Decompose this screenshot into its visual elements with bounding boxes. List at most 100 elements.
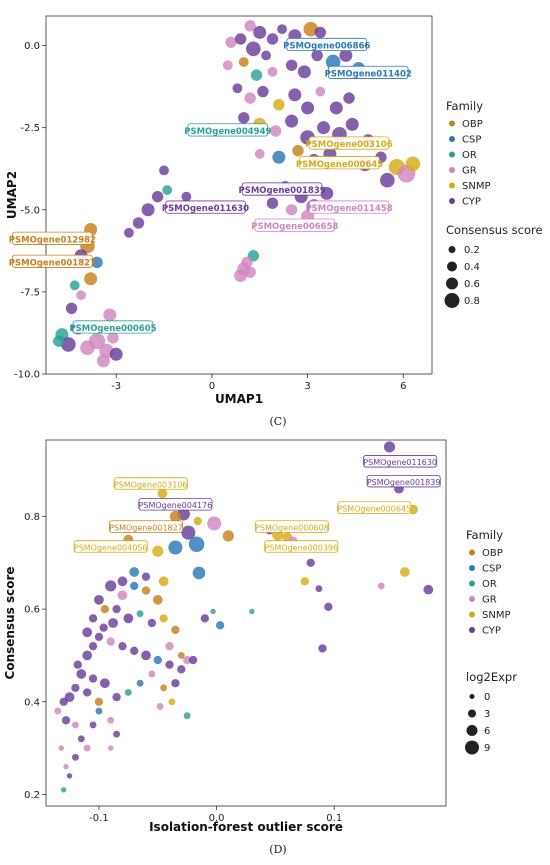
data-point-cyp (71, 683, 80, 693)
data-point-cyp (66, 773, 73, 779)
annotation-text: PSMOgene004949 (184, 127, 271, 137)
data-point-cyp (165, 660, 174, 669)
annotation-box (113, 477, 188, 490)
data-point-gr (269, 125, 282, 137)
data-point-gr (165, 642, 174, 651)
legend-color-title: Family (446, 99, 483, 113)
data-point-or (210, 608, 216, 615)
legend-size-marker (469, 694, 475, 699)
x-tick-label: 3 (304, 381, 310, 392)
annotation-text: PSMOgene001839 (367, 478, 441, 487)
data-point-cyp (112, 604, 121, 614)
data-point-gr (244, 20, 256, 32)
legend-size-marker (465, 740, 479, 755)
data-point-obp (171, 625, 180, 635)
y-tick-label: -7.5 (20, 287, 40, 298)
annotation-box (12, 231, 93, 245)
y-tick-label: -2.5 (20, 123, 40, 134)
annotation-text: PSMOgene011630 (363, 458, 437, 467)
annotation-label: PSMOgene011630 (162, 200, 249, 214)
data-point-or (250, 69, 263, 81)
data-point-gr (377, 582, 385, 590)
legend-label-cyp: CYP (482, 626, 501, 637)
data-point-cyp (99, 623, 108, 632)
data-point-gr (106, 637, 115, 646)
annotation-text: PSMOgene003106 (305, 140, 392, 150)
data-point-cyp (82, 650, 93, 661)
annotation-label: PSMOgene000645 (296, 156, 383, 170)
data-point-snmp (168, 698, 176, 706)
data-point-cyp (61, 337, 76, 352)
data-point-gr (107, 332, 119, 344)
annotation-label: PSMOgene000645 (337, 501, 412, 514)
data-point-cyp (82, 627, 93, 638)
data-point-gr (88, 333, 106, 350)
legend-size-marker (444, 293, 460, 308)
legend-size-label: 6 (484, 726, 490, 737)
data-point-cyp (315, 585, 323, 593)
data-point-cyp (181, 525, 196, 540)
legend-size-label: 0 (484, 692, 490, 703)
data-point-gr (222, 60, 233, 71)
annotation-text: PSMOgene001827 (9, 258, 96, 268)
data-point-cyp (343, 92, 355, 104)
legend-label-or: OR (482, 579, 497, 590)
y-tick-label: 0.0 (24, 41, 40, 52)
annotation-box (73, 540, 148, 553)
annotation-label: PSMOgene003106 (305, 136, 393, 150)
y-tick-label: 0.2 (24, 790, 40, 801)
data-point-gr (117, 590, 128, 601)
annotation-label: PSMOgene006866 (283, 37, 370, 52)
data-point-csp (91, 256, 103, 269)
annotation-label: PSMOgene011402 (325, 65, 412, 79)
data-point-cyp (88, 674, 98, 683)
data-point-cyp (253, 25, 267, 39)
annotation-box (12, 254, 93, 268)
legend-size-label: 0.2 (464, 245, 480, 256)
data-point-cyp (188, 655, 198, 665)
data-point-cyp (159, 165, 169, 176)
data-point-snmp (193, 516, 202, 526)
legend-label-gr: GR (482, 595, 497, 606)
annotation-label: PSMOgene001827 (9, 254, 96, 268)
data-point-obp (160, 684, 168, 692)
annotation-box (254, 218, 336, 232)
data-point-cyp (339, 48, 353, 62)
annotation-text: PSMOgene011402 (325, 69, 412, 79)
annotation-box (308, 200, 390, 214)
legend-swatch-obp (469, 549, 475, 556)
data-point-or (136, 610, 144, 618)
y-tick-label: 0.4 (24, 697, 40, 708)
data-point-cyp (113, 730, 121, 738)
legend-color-title: Family (466, 528, 503, 542)
annotation-text: PSMOgene001827 (109, 523, 183, 532)
legend-label-obp: OBP (462, 119, 483, 130)
data-point-or (124, 689, 132, 696)
data-point-cyp (88, 614, 98, 623)
legend-swatch-cyp (449, 198, 455, 204)
annotation-box (327, 65, 409, 79)
data-point-gr (76, 290, 86, 301)
data-point-gr (83, 744, 91, 752)
data-point-or (69, 280, 80, 291)
panel-c-y-axis-title: UMAP2 (5, 171, 19, 219)
legend-swatch-obp (449, 120, 455, 127)
data-point-cyp (73, 660, 82, 669)
data-point-cyp (200, 614, 209, 623)
legend-label-snmp: SNMP (462, 181, 491, 192)
data-point-cyp (257, 85, 269, 98)
annotation-text: PSMOgene004176 (139, 501, 213, 510)
data-point-cyp (380, 172, 395, 188)
data-point-cyp (171, 679, 180, 688)
panel-d-outlier: -0.1 0.0 0.1 0.2 0.4 0.6 0.8 PSMOgene011630 PSM… (3, 439, 517, 856)
legend-size-title: Consensus score (446, 223, 543, 237)
data-point-gr (285, 204, 298, 216)
legend-size-marker (466, 725, 478, 736)
data-point-gr (207, 516, 222, 531)
data-point-cyp (151, 190, 164, 203)
data-point-cyp (288, 88, 302, 102)
annotation-text: PSMOgene012982 (9, 235, 96, 245)
annotation-box (337, 501, 412, 514)
data-point-obp (238, 57, 249, 67)
